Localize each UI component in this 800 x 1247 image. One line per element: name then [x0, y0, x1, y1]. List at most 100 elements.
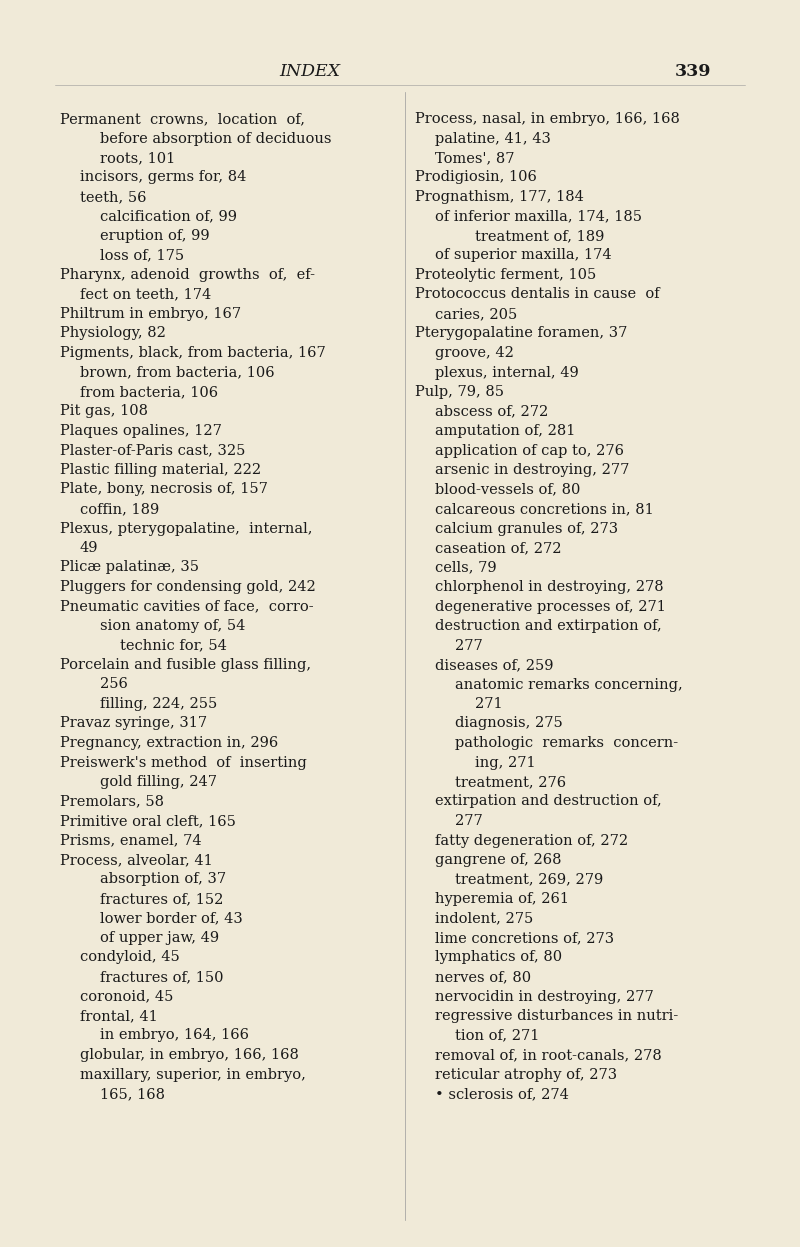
Text: from bacteria, 106: from bacteria, 106 [80, 385, 218, 399]
Text: condyloid, 45: condyloid, 45 [80, 950, 180, 964]
Text: arsenic in destroying, 277: arsenic in destroying, 277 [435, 463, 630, 478]
Text: diseases of, 259: diseases of, 259 [435, 658, 554, 672]
Text: roots, 101: roots, 101 [100, 151, 175, 165]
Text: nerves of, 80: nerves of, 80 [435, 970, 531, 984]
Text: Pigments, black, from bacteria, 167: Pigments, black, from bacteria, 167 [60, 345, 326, 360]
Text: nervocidin in destroying, 277: nervocidin in destroying, 277 [435, 990, 654, 1004]
Text: destruction and extirpation of,: destruction and extirpation of, [435, 619, 662, 633]
Text: filling, 224, 255: filling, 224, 255 [100, 697, 218, 711]
Text: • sclerosis of, 274: • sclerosis of, 274 [435, 1087, 569, 1101]
Text: chlorphenol in destroying, 278: chlorphenol in destroying, 278 [435, 580, 664, 594]
Text: groove, 42: groove, 42 [435, 345, 514, 360]
Text: reticular atrophy of, 273: reticular atrophy of, 273 [435, 1067, 617, 1081]
Text: coronoid, 45: coronoid, 45 [80, 990, 174, 1004]
Text: 271: 271 [475, 697, 502, 711]
Text: Primitive oral cleft, 165: Primitive oral cleft, 165 [60, 814, 236, 828]
Text: Pluggers for condensing gold, 242: Pluggers for condensing gold, 242 [60, 580, 316, 594]
Text: before absorption of deciduous: before absorption of deciduous [100, 131, 331, 146]
Text: lime concretions of, 273: lime concretions of, 273 [435, 932, 614, 945]
Text: hyperemia of, 261: hyperemia of, 261 [435, 892, 569, 907]
Text: blood-vessels of, 80: blood-vessels of, 80 [435, 483, 580, 496]
Text: 49: 49 [80, 541, 98, 555]
Text: Plate, bony, necrosis of, 157: Plate, bony, necrosis of, 157 [60, 483, 268, 496]
Text: Tomes', 87: Tomes', 87 [435, 151, 514, 165]
Text: loss of, 175: loss of, 175 [100, 248, 184, 263]
Text: of superior maxilla, 174: of superior maxilla, 174 [435, 248, 612, 263]
Text: globular, in embryo, 166, 168: globular, in embryo, 166, 168 [80, 1047, 299, 1062]
Text: Pneumatic cavities of face,  corro-: Pneumatic cavities of face, corro- [60, 600, 314, 614]
Text: 165, 168: 165, 168 [100, 1087, 165, 1101]
Text: tion of, 271: tion of, 271 [455, 1029, 539, 1042]
Text: fractures of, 152: fractures of, 152 [100, 892, 223, 907]
Text: Pterygopalatine foramen, 37: Pterygopalatine foramen, 37 [415, 327, 627, 340]
Text: Plaster-of-Paris cast, 325: Plaster-of-Paris cast, 325 [60, 444, 246, 458]
Text: sion anatomy of, 54: sion anatomy of, 54 [100, 619, 246, 633]
Text: treatment, 269, 279: treatment, 269, 279 [455, 873, 603, 887]
Text: lower border of, 43: lower border of, 43 [100, 912, 242, 925]
Text: abscess of, 272: abscess of, 272 [435, 404, 548, 419]
Text: INDEX: INDEX [279, 64, 341, 81]
Text: gold filling, 247: gold filling, 247 [100, 774, 217, 789]
Text: extirpation and destruction of,: extirpation and destruction of, [435, 794, 662, 808]
Text: calcification of, 99: calcification of, 99 [100, 209, 237, 223]
Text: of inferior maxilla, 174, 185: of inferior maxilla, 174, 185 [435, 209, 642, 223]
Text: Physiology, 82: Physiology, 82 [60, 327, 166, 340]
Text: maxillary, superior, in embryo,: maxillary, superior, in embryo, [80, 1067, 306, 1081]
Text: caseation of, 272: caseation of, 272 [435, 541, 562, 555]
Text: application of cap to, 276: application of cap to, 276 [435, 444, 624, 458]
Text: 277: 277 [455, 814, 482, 828]
Text: anatomic remarks concerning,: anatomic remarks concerning, [455, 677, 682, 692]
Text: calcium granules of, 273: calcium granules of, 273 [435, 521, 618, 535]
Text: fractures of, 150: fractures of, 150 [100, 970, 223, 984]
Text: ing, 271: ing, 271 [475, 756, 536, 769]
Text: 339: 339 [674, 64, 711, 81]
Text: gangrene of, 268: gangrene of, 268 [435, 853, 562, 867]
Text: degenerative processes of, 271: degenerative processes of, 271 [435, 600, 666, 614]
Text: amputation of, 281: amputation of, 281 [435, 424, 575, 438]
Text: of upper jaw, 49: of upper jaw, 49 [100, 932, 219, 945]
Text: eruption of, 99: eruption of, 99 [100, 229, 210, 243]
Text: lymphatics of, 80: lymphatics of, 80 [435, 950, 562, 964]
Text: Protococcus dentalis in cause  of: Protococcus dentalis in cause of [415, 288, 660, 302]
Text: Plaques opalines, 127: Plaques opalines, 127 [60, 424, 222, 438]
Text: Plicæ palatinæ, 35: Plicæ palatinæ, 35 [60, 560, 199, 575]
Text: Permanent  crowns,  location  of,: Permanent crowns, location of, [60, 112, 305, 126]
Text: coffin, 189: coffin, 189 [80, 503, 159, 516]
Text: plexus, internal, 49: plexus, internal, 49 [435, 365, 578, 379]
Text: Pulp, 79, 85: Pulp, 79, 85 [415, 385, 504, 399]
Text: Pravaz syringe, 317: Pravaz syringe, 317 [60, 717, 207, 731]
Text: Prodigiosin, 106: Prodigiosin, 106 [415, 171, 537, 185]
Text: pathologic  remarks  concern-: pathologic remarks concern- [455, 736, 678, 749]
Text: cells, 79: cells, 79 [435, 560, 497, 575]
Text: incisors, germs for, 84: incisors, germs for, 84 [80, 171, 246, 185]
Text: Process, alveolar, 41: Process, alveolar, 41 [60, 853, 213, 867]
Text: teeth, 56: teeth, 56 [80, 190, 146, 205]
Text: removal of, in root-canals, 278: removal of, in root-canals, 278 [435, 1047, 662, 1062]
Text: Prisms, enamel, 74: Prisms, enamel, 74 [60, 833, 202, 848]
Text: absorption of, 37: absorption of, 37 [100, 873, 226, 887]
Text: 277: 277 [455, 638, 482, 652]
Text: Proteolytic ferment, 105: Proteolytic ferment, 105 [415, 268, 596, 282]
Text: Prognathism, 177, 184: Prognathism, 177, 184 [415, 190, 584, 205]
Text: Plastic filling material, 222: Plastic filling material, 222 [60, 463, 261, 478]
Text: fect on teeth, 174: fect on teeth, 174 [80, 288, 211, 302]
Text: treatment, 276: treatment, 276 [455, 774, 566, 789]
Text: caries, 205: caries, 205 [435, 307, 518, 320]
Text: Plexus, pterygopalatine,  internal,: Plexus, pterygopalatine, internal, [60, 521, 313, 535]
Text: Pharynx, adenoid  growths  of,  ef-: Pharynx, adenoid growths of, ef- [60, 268, 315, 282]
Text: fatty degeneration of, 272: fatty degeneration of, 272 [435, 833, 628, 848]
Text: Pregnancy, extraction in, 296: Pregnancy, extraction in, 296 [60, 736, 278, 749]
Text: diagnosis, 275: diagnosis, 275 [455, 717, 562, 731]
Text: technic for, 54: technic for, 54 [120, 638, 227, 652]
Text: Preiswerk's method  of  inserting: Preiswerk's method of inserting [60, 756, 306, 769]
Text: indolent, 275: indolent, 275 [435, 912, 534, 925]
Text: palatine, 41, 43: palatine, 41, 43 [435, 131, 551, 146]
Text: Porcelain and fusible glass filling,: Porcelain and fusible glass filling, [60, 658, 311, 672]
Text: 256: 256 [100, 677, 128, 692]
Text: in embryo, 164, 166: in embryo, 164, 166 [100, 1029, 249, 1042]
Text: Premolars, 58: Premolars, 58 [60, 794, 164, 808]
Text: treatment of, 189: treatment of, 189 [475, 229, 604, 243]
Text: Pit gas, 108: Pit gas, 108 [60, 404, 148, 419]
Text: Process, nasal, in embryo, 166, 168: Process, nasal, in embryo, 166, 168 [415, 112, 680, 126]
Text: Philtrum in embryo, 167: Philtrum in embryo, 167 [60, 307, 241, 320]
